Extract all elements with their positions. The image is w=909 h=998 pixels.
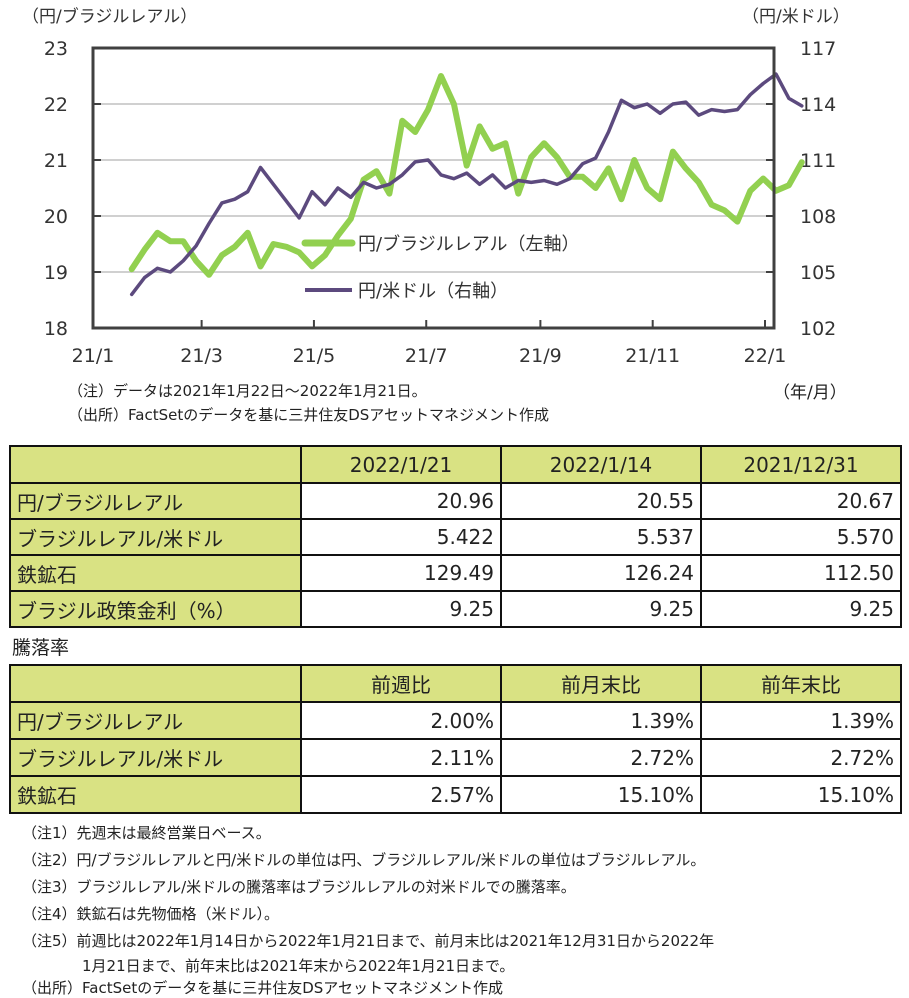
- x-tick-label: 21/3: [180, 345, 223, 367]
- cell-value: 5.422: [300, 518, 502, 556]
- footnote-source: （出所）FactSetのデータを基に三井住友DSアセットマネジメント作成: [22, 979, 503, 997]
- table-row: ブラジル政策金利（%） 9.25 9.25 9.25: [9, 590, 902, 628]
- chart-note: （注）データは2021年1月22日～2022年1月21日。: [68, 382, 427, 400]
- row-label: 鉄鉱石: [9, 775, 302, 814]
- cell-value: 2.57%: [300, 775, 502, 814]
- x-tick-label: 21/9: [519, 345, 562, 367]
- series-line-jpy-usd: [129, 72, 804, 297]
- right-tick-label: 102: [800, 318, 836, 340]
- cell-value: 2.00%: [300, 701, 502, 740]
- legend-label-brl: 円/ブラジルレアル（左軸）: [358, 233, 580, 255]
- table-row: 鉄鉱石 2.57% 15.10% 15.10%: [9, 775, 902, 814]
- chart-source: （出所）FactSetのデータを基に三井住友DSアセットマネジメント作成: [68, 406, 549, 424]
- series-lines: [128, 72, 805, 297]
- table-row: 鉄鉱石 129.49 126.24 112.50: [9, 554, 902, 592]
- cell-value: 15.10%: [500, 775, 702, 814]
- header-cell: 2021/12/31: [700, 445, 902, 484]
- right-axis-title: （円/米ドル）: [742, 7, 850, 27]
- row-label: 円/ブラジルレアル: [9, 482, 302, 520]
- row-label: 鉄鉱石: [9, 554, 302, 592]
- table-row: 円/ブラジルレアル 20.96 20.55 20.67: [9, 482, 902, 520]
- cell-value: 20.55: [500, 482, 702, 520]
- x-tick-label: 21/11: [625, 345, 680, 367]
- row-label: ブラジルレアル/米ドル: [9, 518, 302, 556]
- table-row: ブラジルレアル/米ドル 5.422 5.537 5.570: [9, 518, 902, 556]
- left-tick-label: 22: [44, 94, 68, 116]
- footnote-3: （注3）ブラジルレアル/米ドルの騰落率はブラジルレアルの対米ドルでの騰落率。: [22, 878, 576, 896]
- header-cell: [9, 445, 302, 484]
- header-cell: 前年末比: [700, 664, 902, 703]
- legend-label-usd: 円/米ドル（右軸）: [358, 281, 508, 302]
- header-cell: 2022/1/14: [500, 445, 702, 484]
- cell-value: 2.72%: [700, 738, 902, 777]
- cell-value: 2.11%: [300, 738, 502, 777]
- change-rate-title: 騰落率: [12, 637, 70, 659]
- x-tick-label: 22/1: [744, 345, 787, 367]
- cell-value: 20.96: [300, 482, 502, 520]
- left-tick-label: 20: [44, 206, 68, 228]
- row-label: 円/ブラジルレアル: [9, 701, 302, 740]
- price-table: 2022/1/21 2022/1/14 2021/12/31 円/ブラジルレアル…: [9, 445, 902, 628]
- right-y-axis: 102 105 108 111 114 117: [766, 38, 836, 340]
- change-rate-table: 前週比 前月末比 前年末比 円/ブラジルレアル 2.00% 1.39% 1.39…: [9, 664, 902, 814]
- cell-value: 5.537: [500, 518, 702, 556]
- row-label: ブラジルレアル/米ドル: [9, 738, 302, 777]
- right-tick-label: 114: [800, 94, 836, 116]
- footnote-1: （注1）先週末は最終営業日ベース。: [22, 824, 271, 842]
- gridlines: [93, 103, 774, 273]
- x-axis-unit: （年/月）: [773, 383, 847, 403]
- cell-value: 129.49: [300, 554, 502, 592]
- cell-value: 112.50: [700, 554, 902, 592]
- cell-value: 15.10%: [700, 775, 902, 814]
- x-tick-label: 21/5: [293, 345, 336, 367]
- plot-frame: [91, 46, 776, 330]
- left-tick-label: 21: [44, 150, 68, 172]
- cell-value: 126.24: [500, 554, 702, 592]
- header-cell: 2022/1/21: [300, 445, 502, 484]
- x-tick-label: 21/1: [72, 345, 115, 367]
- right-tick-label: 117: [800, 38, 836, 60]
- cell-value: 9.25: [300, 590, 502, 628]
- left-tick-label: 19: [44, 262, 68, 284]
- header-cell: 前月末比: [500, 664, 702, 703]
- right-tick-label: 111: [800, 150, 836, 172]
- header-cell: 前週比: [300, 664, 502, 703]
- left-y-axis: 18 19 20 21 22 23: [44, 38, 101, 340]
- header-cell: [9, 664, 302, 703]
- row-label: ブラジル政策金利（%）: [9, 590, 302, 628]
- cell-value: 9.25: [700, 590, 902, 628]
- cell-value: 5.570: [700, 518, 902, 556]
- table-row: ブラジルレアル/米ドル 2.11% 2.72% 2.72%: [9, 738, 902, 777]
- legend: 円/ブラジルレアル（左軸） 円/米ドル（右軸）: [301, 233, 580, 302]
- footnote-4: （注4）鉄鉱石は先物価格（米ドル）。: [22, 905, 280, 923]
- cell-value: 1.39%: [500, 701, 702, 740]
- right-tick-label: 105: [800, 262, 836, 284]
- x-axis: 21/1 21/3 21/5 21/7 21/9 21/11 22/1: [72, 320, 787, 367]
- left-tick-label: 23: [44, 38, 68, 60]
- cell-value: 20.67: [700, 482, 902, 520]
- x-tick-label: 21/7: [405, 345, 448, 367]
- table-row: 円/ブラジルレアル 2.00% 1.39% 1.39%: [9, 701, 902, 740]
- series-line-jpy-brl: [128, 73, 805, 278]
- cell-value: 9.25: [500, 590, 702, 628]
- left-axis-title: （円/ブラジルレアル）: [22, 6, 197, 27]
- left-tick-label: 18: [44, 318, 68, 340]
- footnote-5-continued: 1月21日まで、前年末比は2021年末から2022年1月21日まで。: [22, 957, 515, 975]
- cell-value: 1.39%: [700, 701, 902, 740]
- price-table-header: 2022/1/21 2022/1/14 2021/12/31: [9, 445, 902, 484]
- cell-value: 2.72%: [500, 738, 702, 777]
- change-rate-table-header: 前週比 前月末比 前年末比: [9, 664, 902, 703]
- footnote-2: （注2）円/ブラジルレアルと円/米ドルの単位は円、ブラジルレアル/米ドルの単位は…: [22, 851, 706, 869]
- right-tick-label: 108: [800, 206, 836, 228]
- footnote-5: （注5）前週比は2022年1月14日から2022年1月21日まで、前月末比は20…: [22, 932, 715, 950]
